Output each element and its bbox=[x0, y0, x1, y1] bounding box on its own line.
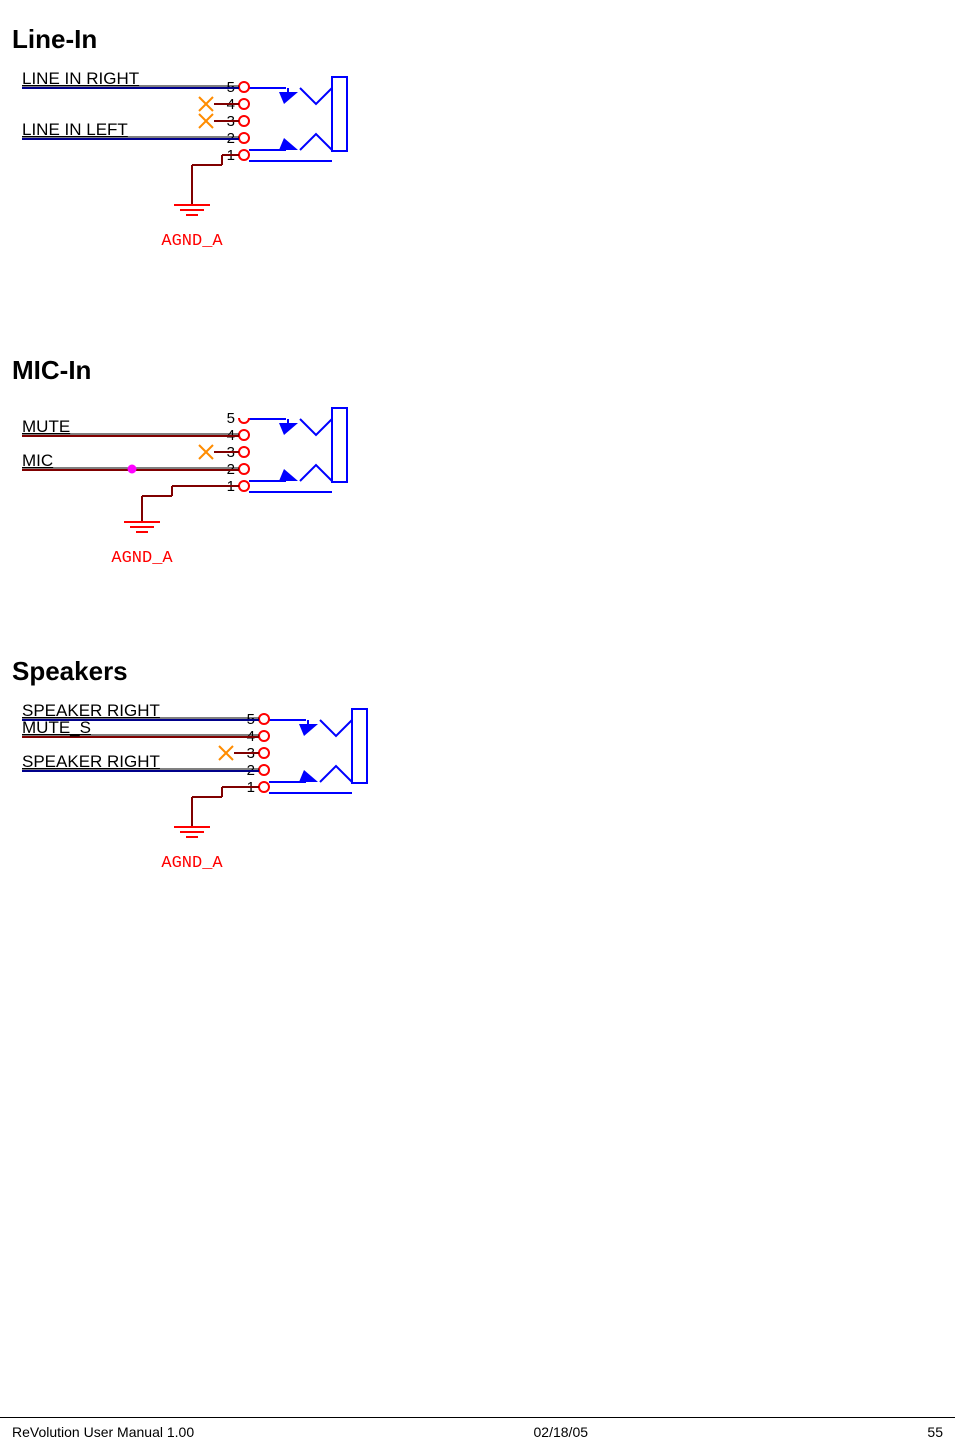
net-label: MUTE bbox=[22, 417, 70, 437]
net-label: SPEAKER RIGHT bbox=[22, 752, 160, 772]
schematic-mic-in: 54321AGND_AMUTEMIC bbox=[12, 406, 472, 596]
section-speakers: Speakers 54321AGND_ASPEAKER RIGHTMUTE_SS… bbox=[12, 656, 943, 907]
heading-speakers: Speakers bbox=[12, 656, 943, 687]
svg-text:AGND_A: AGND_A bbox=[111, 549, 173, 568]
svg-text:AGND_A: AGND_A bbox=[161, 854, 223, 873]
footer-left: ReVolution User Manual 1.00 bbox=[12, 1424, 194, 1440]
net-label: LINE IN RIGHT bbox=[22, 69, 139, 89]
section-mic-in: MIC-In 54321AGND_AMUTEMIC bbox=[12, 355, 943, 596]
svg-text:5: 5 bbox=[227, 410, 235, 427]
net-label: MIC bbox=[22, 451, 53, 471]
net-label: MUTE_S bbox=[22, 718, 91, 738]
heading-line-in: Line-In bbox=[12, 24, 943, 55]
svg-text:AGND_A: AGND_A bbox=[161, 232, 223, 251]
net-label: LINE IN LEFT bbox=[22, 120, 128, 140]
section-line-in: Line-In 54321AGND_ALINE IN RIGHTLINE IN … bbox=[12, 24, 943, 295]
footer-right: 55 bbox=[927, 1424, 943, 1440]
schematic-line-in: 54321AGND_ALINE IN RIGHTLINE IN LEFT bbox=[12, 75, 472, 295]
heading-mic-in: MIC-In bbox=[12, 355, 943, 386]
page-footer: ReVolution User Manual 1.00 02/18/05 55 bbox=[0, 1417, 955, 1440]
footer-center: 02/18/05 bbox=[534, 1424, 589, 1440]
schematic-speakers: 54321AGND_ASPEAKER RIGHTMUTE_SSPEAKER RI… bbox=[12, 707, 472, 907]
